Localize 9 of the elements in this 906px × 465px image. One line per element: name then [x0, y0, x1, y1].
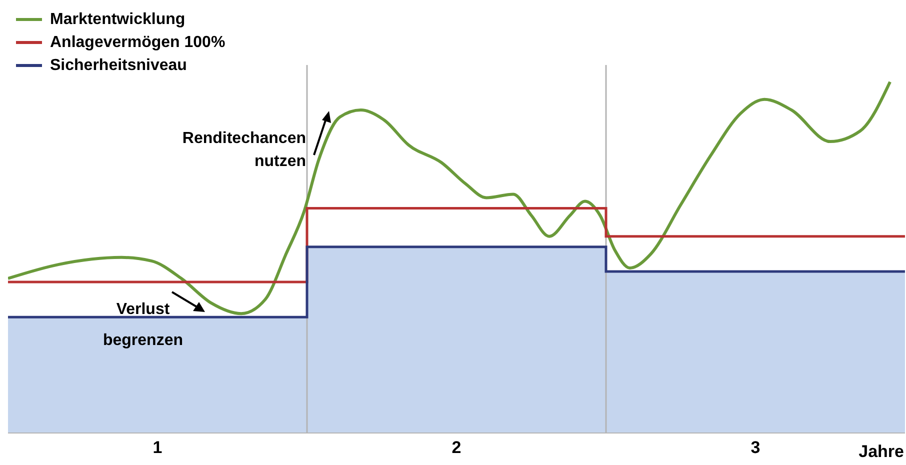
x-tick-label: 3: [750, 438, 760, 458]
x-tick-label: 1: [152, 438, 162, 458]
legend-label: Sicherheitsniveau: [50, 56, 187, 76]
legend-label: Marktentwicklung: [50, 10, 186, 30]
x-tick-label: 2: [452, 438, 462, 458]
x-axis-title: Jahre: [858, 442, 904, 462]
annotation: Renditechancen nutzen: [181, 129, 306, 172]
legend-label: Anlagevermögen 100%: [50, 33, 226, 53]
annotation: Verlust begrenzen: [102, 300, 184, 351]
